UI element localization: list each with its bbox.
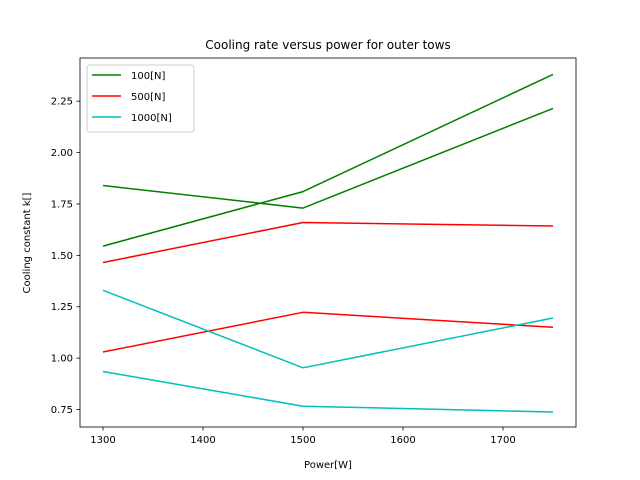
series-line-5 (102, 289, 554, 369)
x-tick-label: 1400 (190, 435, 215, 446)
x-tick-label: 1300 (90, 435, 115, 446)
y-tick-label: 1.00 (51, 354, 73, 365)
y-tick-label: 1.75 (51, 199, 73, 210)
legend-box (86, 64, 195, 133)
y-axis-label: Cooling constant k[] (22, 192, 33, 293)
legend-label-1: 100[N] (131, 71, 165, 82)
plot-area: 1300 1400 1500 1600 1700 0.75 1.00 1.25 1.50 1.75… (51, 57, 577, 446)
x-tick-label: 1500 (290, 435, 315, 446)
chart-title: Cooling rate versus power for outer tows (205, 38, 450, 52)
series-line-1 (102, 107, 554, 209)
x-tick-label: 1700 (490, 435, 515, 446)
y-tick-label: 1.50 (51, 251, 73, 262)
series-line-4 (102, 311, 554, 353)
x-axis-label: Power[W] (304, 460, 352, 471)
y-tick-label: 2.25 (51, 97, 73, 108)
series-line-2 (102, 73, 554, 247)
y-tick-label: 1.25 (51, 302, 73, 313)
legend-label-3: 1000[N] (131, 113, 172, 124)
series-line-6 (102, 370, 554, 413)
series-line-3 (102, 221, 554, 264)
x-tick-label: 1600 (390, 435, 415, 446)
axes-frame (79, 57, 577, 428)
y-tick-label: 0.75 (51, 405, 73, 416)
y-tick-label: 2.00 (51, 148, 73, 159)
legend-label-2: 500[N] (131, 92, 165, 103)
